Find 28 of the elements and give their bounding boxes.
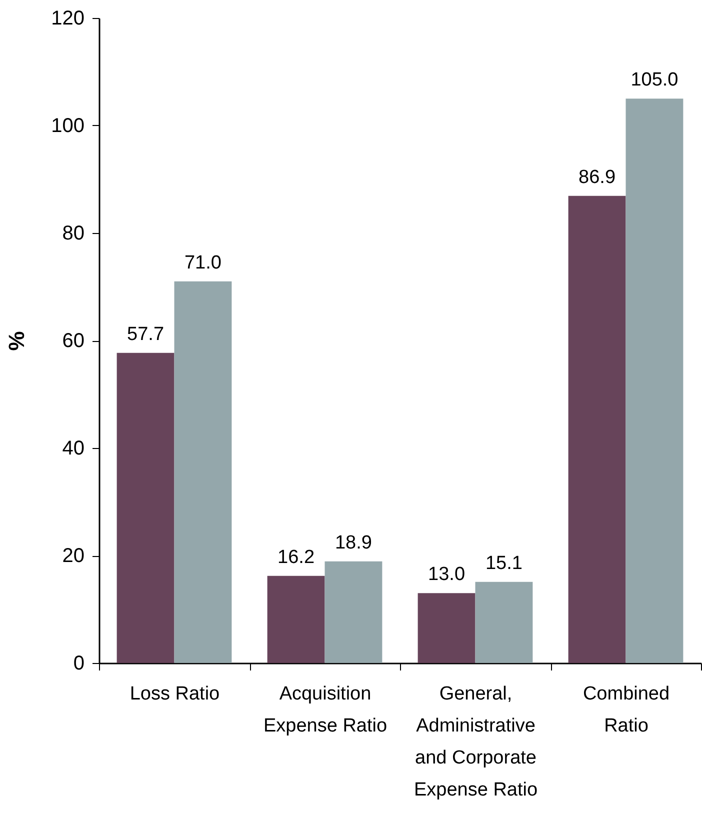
data-label: 16.2 [278,546,315,568]
data-label: 18.9 [334,532,372,554]
y-tick-label: 120 [51,8,84,30]
y-tick-label: 20 [62,545,84,567]
y-tick-label: 40 [62,438,84,460]
bar [475,582,533,663]
x-tick-label: Loss Ratio [130,684,220,704]
data-label: 57.7 [127,324,164,345]
data-label: 13.0 [428,564,466,586]
data-label: 15.1 [485,552,522,574]
x-tick-label: Combined Ratio [582,684,670,736]
bar [418,593,476,663]
y-tick-label: 60 [62,330,84,352]
bar [568,196,626,663]
bar [174,281,232,663]
bar [267,576,325,663]
data-label: 71.0 [184,252,222,274]
x-tick-label: General, Administrative and Corporate Expense Ratio [414,684,538,800]
y-tick-label: 100 [51,115,84,137]
bar [324,561,382,663]
y-tick-label: 80 [62,222,84,244]
bar [116,352,174,663]
bar [626,98,684,663]
data-label: 86.9 [578,166,616,188]
x-tick-label: Acquisition Expense Ratio [263,684,388,736]
y-axis-title: % [4,331,30,351]
y-tick-label: 0 [73,652,84,674]
data-label: 105.0 [630,70,678,91]
